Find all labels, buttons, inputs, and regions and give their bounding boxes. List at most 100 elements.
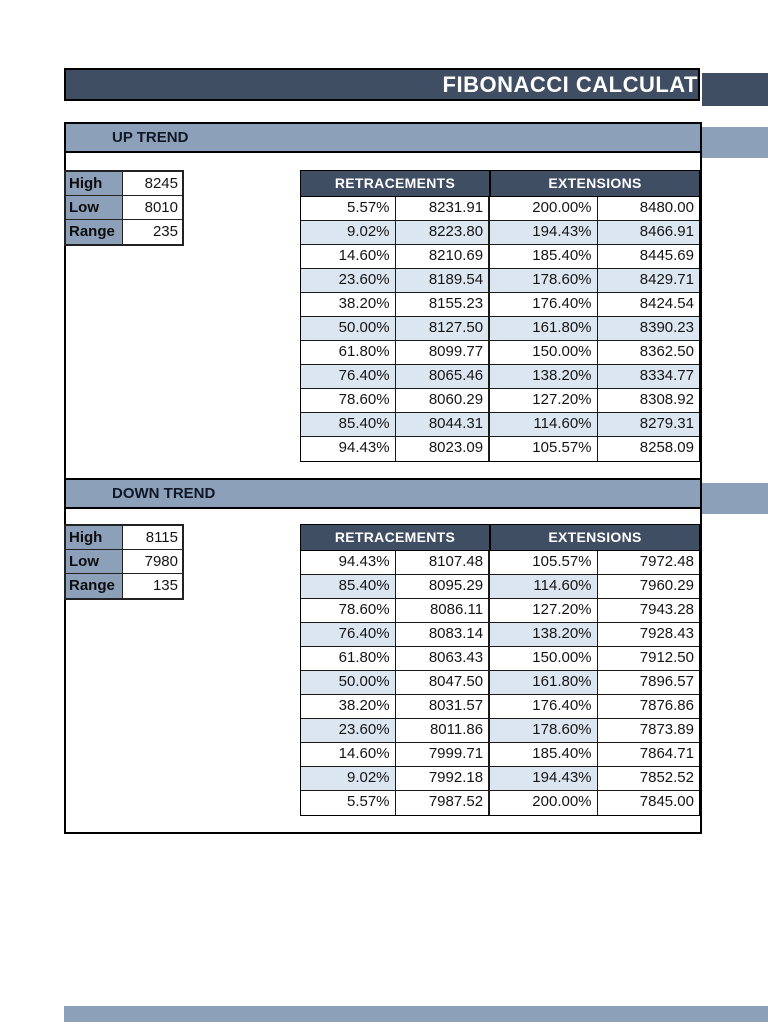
range-value-cell: 135 [123,574,182,598]
retracement-value-cell: 8047.50 [395,671,491,695]
retracement-pct-cell: 85.40% [301,575,396,599]
retracement-pct-cell: 85.40% [301,413,396,437]
extensions-header: EXTENSIONS [491,525,699,551]
extension-pct-cell: 178.60% [490,269,598,293]
retracement-value-cell: 8210.69 [395,245,491,269]
table-body: 94.43% 8107.48 105.57% 7972.48 85.40% 8095.29… [301,551,699,815]
retracement-value-cell: 8023.09 [396,437,491,461]
extension-pct-cell: 150.00% [490,341,598,365]
down-trend-stats-table: High 8115 Low 7980 Range 135 [64,524,184,600]
retracement-value-cell: 7987.52 [396,791,491,815]
retracement-value-cell: 8063.43 [395,647,491,671]
extension-value-cell: 7845.00 [639,793,694,810]
down-trend-fib-table: RETRACEMENTS EXTENSIONS 94.43% 8107.48 105… [300,524,700,816]
low-value-cell[interactable]: 7980 [123,550,182,574]
extension-value-cell: 8258.09 [639,439,694,456]
page-title: FIBONACCI CALCULAT [442,72,698,97]
extension-value-cell: 8308.92 [597,389,699,413]
extension-pct-cell: 161.80% [490,317,598,341]
extension-value-cell: 7972.48 [597,551,699,575]
next-page-bar-strip [64,1006,768,1022]
extension-value-cell: 8424.54 [597,293,699,317]
extension-value-cell: 8429.71 [597,269,699,293]
stat-row: Range 235 [66,220,182,244]
retracement-value-cell: 8189.54 [395,269,491,293]
extension-pct-cell: 178.60% [490,719,598,743]
table-row: 85.40% 8095.29 114.60% 7960.29 [301,575,699,599]
high-value-cell[interactable]: 8245 [123,172,182,196]
retracement-pct-cell: 38.20% [301,695,396,719]
extension-pct-cell: 127.20% [490,389,598,413]
table-row: 76.40% 8083.14 138.20% 7928.43 [301,623,699,647]
retracement-pct-cell: 61.80% [301,341,396,365]
retracement-value-cell: 8223.80 [395,221,491,245]
retracements-header: RETRACEMENTS [301,171,491,197]
retracement-pct-cell: 78.60% [301,389,396,413]
extension-pct-cell: 127.20% [490,599,598,623]
table-row: 94.43% 8107.48 105.57% 7972.48 [301,551,699,575]
table-row: 5.57% 7987.52 200.00% 7845.00 [301,791,699,815]
table-row: 50.00% 8127.50 161.80% 8390.23 [301,317,699,341]
table-row: 38.20% 8031.57 176.40% 7876.86 [301,695,699,719]
stat-row: High 8115 [66,526,182,550]
title-bar-extension [702,73,768,106]
up-trend-fib-table: RETRACEMENTS EXTENSIONS 5.57% 8231.91 200.… [300,170,700,462]
low-value-cell[interactable]: 8010 [123,196,182,220]
table-header-row: RETRACEMENTS EXTENSIONS [301,171,699,197]
extension-pct-cell: 138.20% [490,365,598,389]
low-label: Low [66,196,123,220]
table-row: 78.60% 8086.11 127.20% 7943.28 [301,599,699,623]
extension-pct-cell: 194.43% [490,767,598,791]
retracement-pct-cell: 38.20% [301,293,396,317]
extension-value-cell: 7852.52 [597,767,699,791]
table-header-row: RETRACEMENTS EXTENSIONS [301,525,699,551]
table-row: 14.60% 7999.71 185.40% 7864.71 [301,743,699,767]
retracement-pct-cell: 23.60% [301,269,396,293]
retracement-pct-cell: 14.60% [301,743,396,767]
up-trend-title: UP TREND [112,129,189,146]
retracement-pct-cell: 9.02% [301,767,396,791]
table-row: 61.80% 8099.77 150.00% 8362.50 [301,341,699,365]
high-value-cell[interactable]: 8115 [123,526,182,550]
high-label: High [66,526,123,550]
retracement-pct-cell: 94.43% [301,551,396,575]
retracement-value-cell: 8065.46 [395,365,491,389]
table-row: 76.40% 8065.46 138.20% 8334.77 [301,365,699,389]
retracement-pct-cell: 50.00% [301,317,396,341]
retracement-value-cell: 7999.71 [395,743,491,767]
retracement-value-cell: 8011.86 [395,719,491,743]
extension-pct-cell: 105.57% [490,551,598,575]
table-row: 14.60% 8210.69 185.40% 8445.69 [301,245,699,269]
extension-value-cell: 7928.43 [597,623,699,647]
table-row: 38.20% 8155.23 176.40% 8424.54 [301,293,699,317]
retracement-value-cell: 8083.14 [395,623,491,647]
table-row: 50.00% 8047.50 161.80% 7896.57 [301,671,699,695]
retracement-value-cell: 8095.29 [395,575,491,599]
retracement-pct-cell: 50.00% [301,671,396,695]
retracement-pct-cell: 94.43% [301,437,396,461]
retracement-pct-cell: 9.02% [301,221,396,245]
extension-value-cell: 8390.23 [597,317,699,341]
extension-pct-cell: 114.60% [490,575,598,599]
extension-value-cell: 7864.71 [597,743,699,767]
retracement-pct-cell: 76.40% [301,623,396,647]
extension-pct-cell: 200.00% [490,791,598,815]
extension-pct-cell: 105.57% [490,437,598,461]
extension-pct-cell: 138.20% [490,623,598,647]
stat-row: High 8245 [66,172,182,196]
retracement-pct-cell: 14.60% [301,245,396,269]
table-row: 61.80% 8063.43 150.00% 7912.50 [301,647,699,671]
retracement-pct-cell: 78.60% [301,599,396,623]
retracement-value-cell: 8107.48 [395,551,491,575]
extension-value-cell: 8334.77 [597,365,699,389]
extension-value-cell: 7873.89 [597,719,699,743]
up-trend-bar-extension [702,127,768,158]
extension-value-cell: 7896.57 [597,671,699,695]
retracement-pct-cell: 5.57% [301,791,396,815]
extension-value-cell: 8480.00 [597,197,699,221]
retracements-header: RETRACEMENTS [301,525,491,551]
title-bar: FIBONACCI CALCULAT [64,68,700,101]
extension-value-cell: 8362.50 [597,341,699,365]
extension-pct-cell: 200.00% [490,197,598,221]
